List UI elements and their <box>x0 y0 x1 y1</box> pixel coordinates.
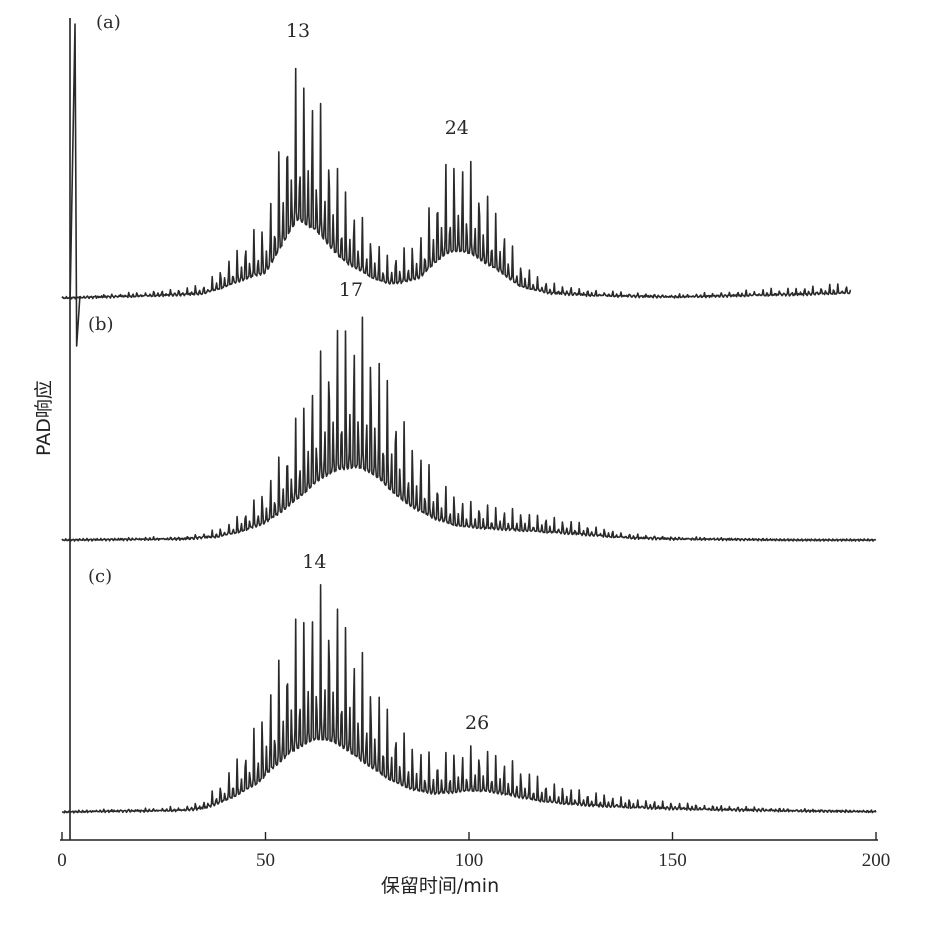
x-tick-label-150: 150 <box>658 850 687 871</box>
panel-label-b: (b) <box>88 314 114 335</box>
trace-c <box>61 584 877 814</box>
x-tick-label-50: 50 <box>256 850 275 871</box>
panel-label-c: (c) <box>88 566 112 587</box>
peak-label-17: 17 <box>339 279 363 301</box>
peak-label-13: 13 <box>286 20 310 42</box>
injection-spike <box>69 23 81 347</box>
peak-label-14: 14 <box>302 551 326 573</box>
x-tick-label-200: 200 <box>862 850 891 871</box>
panel-label-a: (a) <box>96 12 121 33</box>
peak-annotations: 13 24 17 14 26 <box>286 20 489 734</box>
traces <box>61 23 877 814</box>
x-tick-label-100: 100 <box>455 850 484 871</box>
peak-label-26: 26 <box>465 712 489 734</box>
x-tick-label-0: 0 <box>57 850 67 871</box>
x-axis-title: 保留时间/min <box>381 875 499 897</box>
y-axis-title: PAD响应 <box>33 380 55 456</box>
x-ticks: 0 50 100 150 200 <box>57 832 890 871</box>
trace-a <box>61 67 852 300</box>
peak-label-24: 24 <box>445 117 469 139</box>
trace-b <box>61 316 877 542</box>
